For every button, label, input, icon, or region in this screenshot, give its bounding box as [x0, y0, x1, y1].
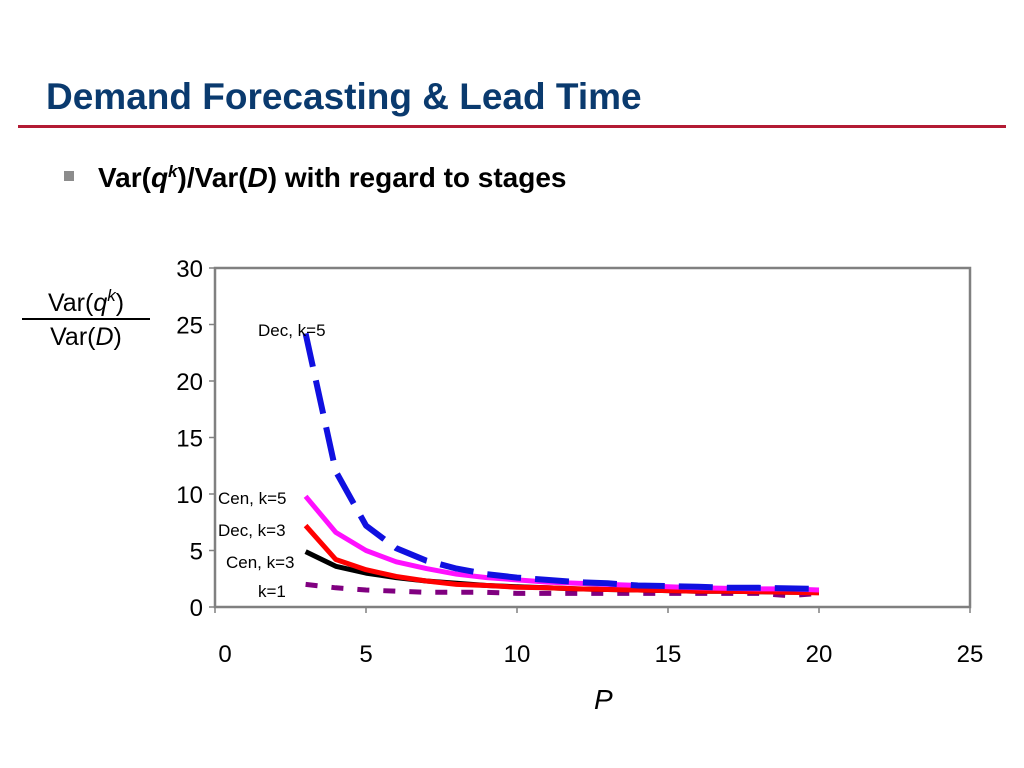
- series-label: k=1: [258, 582, 286, 601]
- x-tick-label: 5: [359, 641, 372, 668]
- ylabel-den-d: D: [95, 323, 114, 351]
- x-tick-label: 20: [806, 641, 833, 668]
- y-tick-label: 25: [176, 313, 203, 340]
- bullet-text-d: D: [247, 162, 268, 193]
- series-line-dec-k-3: [303, 523, 820, 596]
- y-axis-label-denominator: Var(D): [22, 318, 150, 352]
- y-tick-label: 20: [176, 369, 203, 396]
- y-axis-label-numerator: Var(qk): [22, 286, 150, 318]
- x-tick-label: 10: [504, 641, 531, 668]
- bullet-text-mid: )/Var(: [177, 162, 248, 193]
- series-line-dec-k-5: [302, 332, 820, 592]
- series-label: Cen, k=3: [226, 553, 295, 572]
- x-axis-title: P: [594, 684, 613, 715]
- ylabel-num-k: k: [107, 286, 116, 305]
- ylabel-den-pre: Var(: [50, 323, 96, 351]
- bullet-text-k: k: [168, 162, 178, 181]
- ylabel-num-pre: Var(: [47, 289, 94, 317]
- x-tick-label: 0: [218, 641, 231, 668]
- y-tick-label: 30: [176, 256, 203, 283]
- title-divider: [18, 125, 1006, 128]
- y-tick-label: 15: [176, 426, 203, 453]
- bullet-text-q: q: [150, 162, 169, 193]
- square-bullet-icon: [64, 171, 74, 181]
- bullet-text-var-open: Var(: [98, 162, 151, 193]
- y-tick-label: 5: [190, 539, 203, 566]
- slide-title: Demand Forecasting & Lead Time: [46, 76, 642, 117]
- bullet-item: Var(qk)/Var(D) with regard to stages: [64, 162, 567, 194]
- series-line-k-1: [305, 581, 820, 599]
- y-tick-label: 0: [190, 595, 203, 622]
- ylabel-num-post: ): [115, 289, 125, 317]
- series-label: Cen, k=5: [218, 489, 287, 508]
- bullet-text-rest: ) with regard to stages: [267, 162, 567, 193]
- x-tick-label: 25: [957, 641, 984, 668]
- series-label: Dec, k=5: [258, 321, 326, 340]
- x-tick-label: 15: [655, 641, 682, 668]
- plot-area-frame: [213, 266, 972, 609]
- ylabel-den-post: ): [113, 323, 122, 351]
- series-label: Dec, k=3: [218, 521, 286, 540]
- y-tick-label: 10: [176, 482, 203, 509]
- ylabel-num-q: q: [93, 289, 108, 317]
- y-axis-label: Var(qk) Var(D): [22, 286, 150, 352]
